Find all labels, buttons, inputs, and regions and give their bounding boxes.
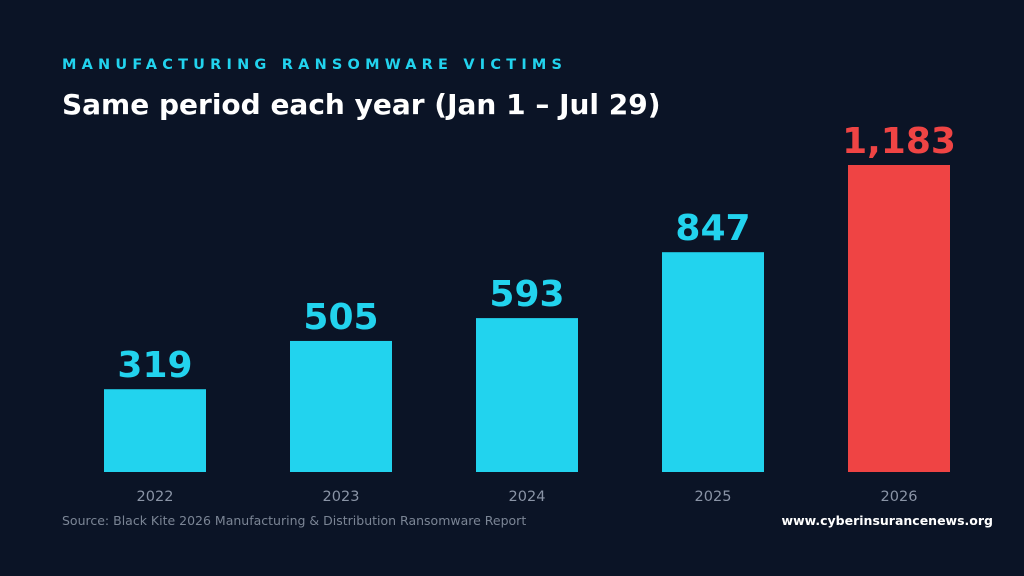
chart-eyebrow: MANUFACTURING RANSOMWARE VICTIMS xyxy=(62,57,568,73)
value-label-2023: 505 xyxy=(303,297,378,338)
source-note: Source: Black Kite 2026 Manufacturing & … xyxy=(62,513,527,528)
x-tick-label-2026: 2026 xyxy=(881,489,918,505)
bar-2026 xyxy=(848,165,950,472)
x-tick-label-2023: 2023 xyxy=(323,489,360,505)
value-label-2024: 593 xyxy=(489,274,564,315)
bar-2022 xyxy=(104,389,206,472)
value-label-2026: 1,183 xyxy=(842,121,956,162)
website-link[interactable]: www.cyberinsurancenews.org xyxy=(781,513,993,528)
bar-2025 xyxy=(662,252,764,472)
x-tick-label-2024: 2024 xyxy=(509,489,546,505)
x-tick-label-2025: 2025 xyxy=(695,489,732,505)
bar-2024 xyxy=(476,318,578,472)
value-label-2025: 847 xyxy=(675,208,750,249)
value-label-2022: 319 xyxy=(117,345,192,386)
chart-title: Same period each year (Jan 1 – Jul 29) xyxy=(62,88,661,121)
bar-2023 xyxy=(290,340,392,472)
x-tick-label-2022: 2022 xyxy=(137,489,174,505)
